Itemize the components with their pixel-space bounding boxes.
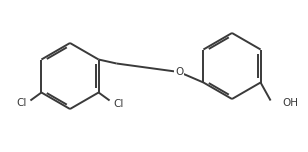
Text: OH: OH	[282, 97, 298, 107]
Text: O: O	[175, 67, 183, 77]
Text: Cl: Cl	[16, 98, 26, 109]
Text: Cl: Cl	[114, 98, 124, 109]
